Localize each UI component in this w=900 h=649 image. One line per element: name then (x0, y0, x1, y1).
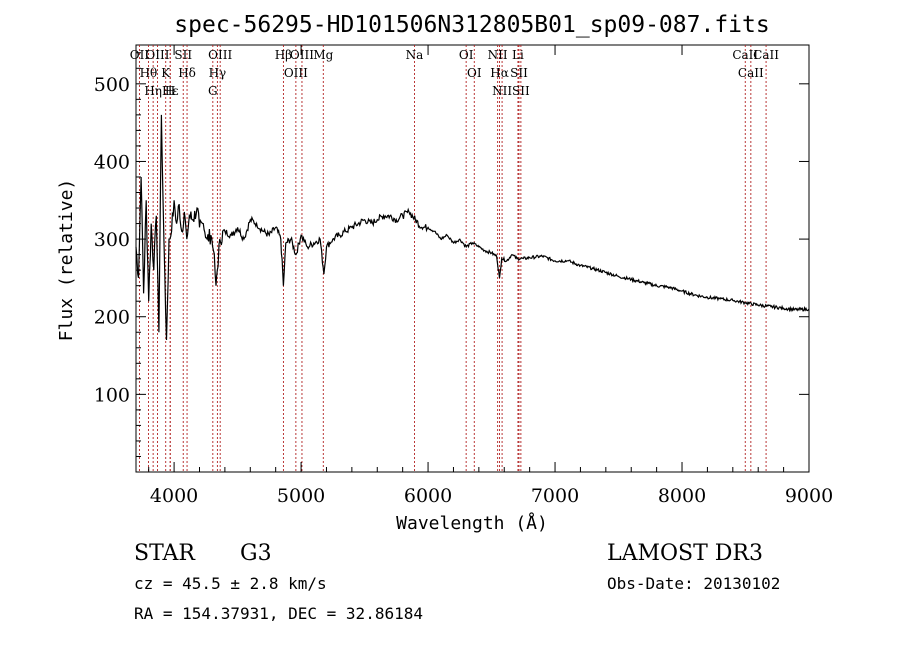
spectral-line-label: SII (512, 84, 530, 98)
obs-date: Obs-Date: 20130102 (607, 574, 780, 593)
x-tick-label: 8000 (658, 485, 706, 507)
spectral-line-label: OIII (145, 48, 169, 62)
y-tick-label: 500 (94, 74, 130, 96)
y-tick-label: 400 (94, 151, 130, 173)
spectral-line-label: H (165, 84, 175, 98)
x-axis-label: Wavelength (Å) (396, 512, 548, 534)
spectral-line-label: Mg (313, 48, 333, 62)
chart-title: spec-56295-HD101506N312805B01_sp09-087.f… (174, 12, 769, 38)
spectral-line-label: OIII (208, 48, 232, 62)
y-axis-ticks: 100 200 300 400 500 (94, 52, 809, 457)
spectral-line-label: G (208, 84, 218, 98)
spectral-line-label: Hβ (275, 48, 292, 62)
x-tick-label: 5000 (277, 485, 325, 507)
spectral-line-label: Li (512, 48, 524, 62)
x-axis-ticks: 4000 5000 6000 7000 8000 9000 (148, 45, 833, 507)
spectral-line-label: SII (510, 66, 528, 80)
x-tick-label: 7000 (531, 485, 579, 507)
spectral-line-label: K (161, 66, 171, 80)
spectral-line-label: OI (459, 48, 474, 62)
spectral-line-label: Hθ (140, 66, 158, 80)
x-tick-label: 4000 (150, 485, 198, 507)
y-axis-label: Flux (relative) (56, 179, 77, 342)
spectral-line-label: Hα (490, 66, 509, 80)
y-tick-label: 200 (94, 307, 130, 329)
spectral-line-label: CaII (738, 66, 764, 80)
spectral-line-label: CaII (753, 48, 779, 62)
ra-dec: RA = 154.37931, DEC = 32.86184 (134, 604, 423, 623)
object-class: STAR (134, 541, 196, 566)
spectral-line-label: OI (467, 66, 482, 80)
spectral-line-label: Hη (144, 84, 162, 98)
spectral-line-label: Hγ (209, 66, 227, 80)
spectral-line-label: NII (492, 84, 512, 98)
spectral-line-label: Hε (162, 84, 179, 98)
y-tick-label: 100 (94, 384, 130, 406)
spectral-line-markers (138, 45, 767, 472)
spectral-line-label: NII (488, 48, 508, 62)
spectral-line-label: Na (406, 48, 424, 62)
spectral-line-label: Hδ (178, 66, 196, 80)
spectral-line-label: OIII (290, 48, 314, 62)
spectral-line-label: OII (130, 48, 150, 62)
y-tick-label: 300 (94, 229, 130, 251)
object-subclass: G3 (240, 541, 272, 566)
spectral-line-label: OIII (284, 66, 308, 80)
spectral-line-label: CaII (732, 48, 758, 62)
redshift-cz: cz = 45.5 ± 2.8 km/s (134, 574, 327, 593)
spectrum-line (135, 114, 810, 341)
survey-name: LAMOST DR3 (607, 541, 763, 566)
x-tick-label: 6000 (404, 485, 452, 507)
plot-frame (135, 44, 810, 473)
spectral-line-label: SII (174, 48, 192, 62)
x-tick-label: 9000 (785, 485, 833, 507)
